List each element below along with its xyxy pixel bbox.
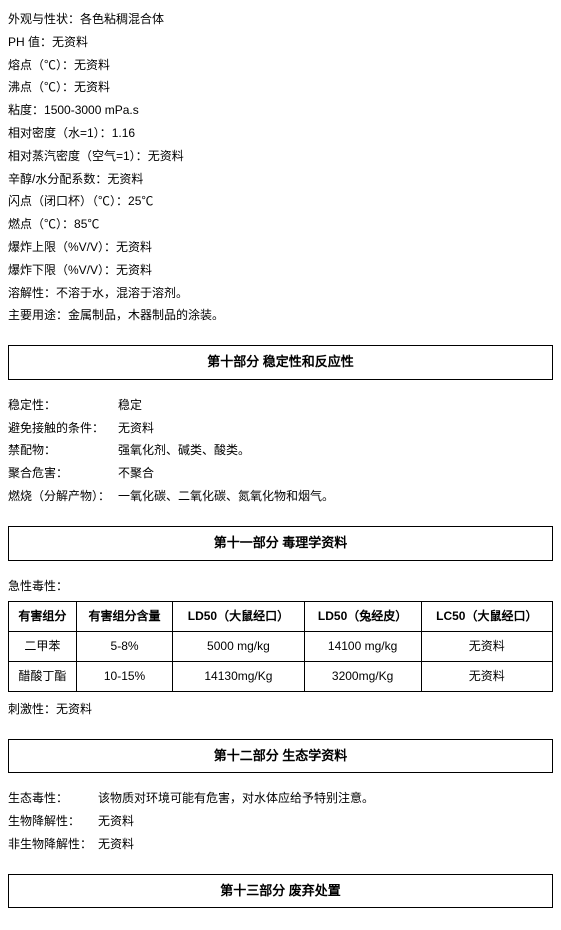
kv-value: 一氧化碳、二氧化碳、氮氧化物和烟气。 bbox=[118, 485, 334, 508]
prop-value: 1500-3000 mPa.s bbox=[44, 103, 139, 117]
prop-value: 无资料 bbox=[148, 149, 184, 163]
table-header-row: 有害组分 有害组分含量 LD50（大鼠经口） LD50（兔经皮） LC50（大鼠… bbox=[9, 602, 553, 632]
th: 有害组分含量 bbox=[76, 602, 172, 632]
prop-label: 粘度： bbox=[8, 103, 44, 117]
prop-line: 溶解性：不溶于水，混溶于溶剂。 bbox=[8, 282, 553, 305]
prop-label: 爆炸上限（%V/V）： bbox=[8, 240, 116, 254]
prop-label: 相对蒸汽密度（空气=1）： bbox=[8, 149, 148, 163]
section12-body: 生态毒性：该物质对环境可能有危害，对水体应给予特别注意。 生物降解性：无资料 非… bbox=[8, 787, 553, 855]
kv-key: 非生物降解性： bbox=[8, 833, 98, 856]
kv-key: 避免接触的条件： bbox=[8, 417, 118, 440]
prop-label: 熔点（℃）： bbox=[8, 58, 74, 72]
td: 3200mg/Kg bbox=[304, 661, 421, 691]
kv-row: 稳定性：稳定 bbox=[8, 394, 553, 417]
prop-line: 燃点（℃）：85℃ bbox=[8, 213, 553, 236]
td: 14130mg/Kg bbox=[173, 661, 304, 691]
kv-value: 无资料 bbox=[118, 417, 154, 440]
td: 无资料 bbox=[421, 661, 552, 691]
th: 有害组分 bbox=[9, 602, 77, 632]
prop-line: 爆炸下限（%V/V）：无资料 bbox=[8, 259, 553, 282]
prop-label: 爆炸下限（%V/V）： bbox=[8, 263, 116, 277]
td: 14100 mg/kg bbox=[304, 632, 421, 662]
prop-label: 沸点（℃）： bbox=[8, 80, 74, 94]
prop-value: 无资料 bbox=[116, 240, 152, 254]
kv-key: 燃烧（分解产物）： bbox=[8, 485, 118, 508]
prop-line: PH 值：无资料 bbox=[8, 31, 553, 54]
kv-key: 生态毒性： bbox=[8, 787, 98, 810]
section11-body: 急性毒性： 有害组分 有害组分含量 LD50（大鼠经口） LD50（兔经皮） L… bbox=[8, 575, 553, 721]
td: 10-15% bbox=[76, 661, 172, 691]
th: LD50（兔经皮） bbox=[304, 602, 421, 632]
kv-key: 生物降解性： bbox=[8, 810, 98, 833]
prop-label: PH 值： bbox=[8, 35, 52, 49]
toxicity-table: 有害组分 有害组分含量 LD50（大鼠经口） LD50（兔经皮） LC50（大鼠… bbox=[8, 601, 553, 691]
kv-row: 生物降解性：无资料 bbox=[8, 810, 553, 833]
prop-value: 不溶于水，混溶于溶剂。 bbox=[56, 286, 188, 300]
prop-value: 1.16 bbox=[112, 126, 135, 140]
prop-label: 主要用途： bbox=[8, 308, 68, 322]
prop-line: 粘度：1500-3000 mPa.s bbox=[8, 99, 553, 122]
kv-row: 生态毒性：该物质对环境可能有危害，对水体应给予特别注意。 bbox=[8, 787, 553, 810]
irritation-line: 刺激性：无资料 bbox=[8, 698, 553, 721]
prop-line: 相对蒸汽密度（空气=1）：无资料 bbox=[8, 145, 553, 168]
prop-label: 辛醇/水分配系数： bbox=[8, 172, 107, 186]
kv-row: 禁配物：强氧化剂、碱类、酸类。 bbox=[8, 439, 553, 462]
th: LC50（大鼠经口） bbox=[421, 602, 552, 632]
section10-header: 第十部分 稳定性和反应性 bbox=[8, 345, 553, 380]
acute-toxicity-label: 急性毒性： bbox=[8, 575, 553, 598]
kv-value: 不聚合 bbox=[118, 462, 154, 485]
prop-label: 溶解性： bbox=[8, 286, 56, 300]
irritation-value: 无资料 bbox=[56, 702, 92, 716]
prop-value: 25℃ bbox=[128, 194, 153, 208]
td: 醋酸丁酯 bbox=[9, 661, 77, 691]
prop-value: 85℃ bbox=[74, 217, 99, 231]
prop-line: 辛醇/水分配系数：无资料 bbox=[8, 168, 553, 191]
kv-value: 稳定 bbox=[118, 394, 142, 417]
prop-line: 相对密度（水=1）：1.16 bbox=[8, 122, 553, 145]
kv-key: 聚合危害： bbox=[8, 462, 118, 485]
kv-key: 禁配物： bbox=[8, 439, 118, 462]
table-row: 二甲苯 5-8% 5000 mg/kg 14100 mg/kg 无资料 bbox=[9, 632, 553, 662]
section11-header: 第十一部分 毒理学资料 bbox=[8, 526, 553, 561]
prop-line: 主要用途：金属制品，木器制品的涂装。 bbox=[8, 304, 553, 327]
kv-value: 无资料 bbox=[98, 833, 134, 856]
kv-value: 强氧化剂、碱类、酸类。 bbox=[118, 439, 250, 462]
td: 无资料 bbox=[421, 632, 552, 662]
irritation-label: 刺激性： bbox=[8, 702, 56, 716]
kv-row: 避免接触的条件：无资料 bbox=[8, 417, 553, 440]
kv-key: 稳定性： bbox=[8, 394, 118, 417]
prop-value: 无资料 bbox=[74, 80, 110, 94]
kv-row: 聚合危害：不聚合 bbox=[8, 462, 553, 485]
td: 5-8% bbox=[76, 632, 172, 662]
prop-line: 爆炸上限（%V/V）：无资料 bbox=[8, 236, 553, 259]
prop-value: 各色粘稠混合体 bbox=[80, 12, 164, 26]
th: LD50（大鼠经口） bbox=[173, 602, 304, 632]
prop-value: 无资料 bbox=[52, 35, 88, 49]
prop-label: 外观与性状： bbox=[8, 12, 80, 26]
prop-value: 无资料 bbox=[74, 58, 110, 72]
td: 二甲苯 bbox=[9, 632, 77, 662]
prop-line: 沸点（℃）：无资料 bbox=[8, 76, 553, 99]
prop-value: 金属制品，木器制品的涂装。 bbox=[68, 308, 224, 322]
section13-header: 第十三部分 废弃处置 bbox=[8, 874, 553, 909]
prop-value: 无资料 bbox=[107, 172, 143, 186]
prop-line: 熔点（℃）：无资料 bbox=[8, 54, 553, 77]
section12-header: 第十二部分 生态学资料 bbox=[8, 739, 553, 774]
table-row: 醋酸丁酯 10-15% 14130mg/Kg 3200mg/Kg 无资料 bbox=[9, 661, 553, 691]
prop-line: 闪点（闭口杯）（℃）：25℃ bbox=[8, 190, 553, 213]
kv-row: 燃烧（分解产物）：一氧化碳、二氧化碳、氮氧化物和烟气。 bbox=[8, 485, 553, 508]
td: 5000 mg/kg bbox=[173, 632, 304, 662]
kv-value: 该物质对环境可能有危害，对水体应给予特别注意。 bbox=[98, 787, 374, 810]
prop-label: 闪点（闭口杯）（℃）： bbox=[8, 194, 128, 208]
properties-block: 外观与性状：各色粘稠混合体 PH 值：无资料 熔点（℃）：无资料 沸点（℃）：无… bbox=[8, 8, 553, 327]
prop-label: 相对密度（水=1）： bbox=[8, 126, 112, 140]
prop-label: 燃点（℃）： bbox=[8, 217, 74, 231]
prop-value: 无资料 bbox=[116, 263, 152, 277]
section10-body: 稳定性：稳定 避免接触的条件：无资料 禁配物：强氧化剂、碱类、酸类。 聚合危害：… bbox=[8, 394, 553, 508]
prop-line: 外观与性状：各色粘稠混合体 bbox=[8, 8, 553, 31]
kv-row: 非生物降解性：无资料 bbox=[8, 833, 553, 856]
kv-value: 无资料 bbox=[98, 810, 134, 833]
